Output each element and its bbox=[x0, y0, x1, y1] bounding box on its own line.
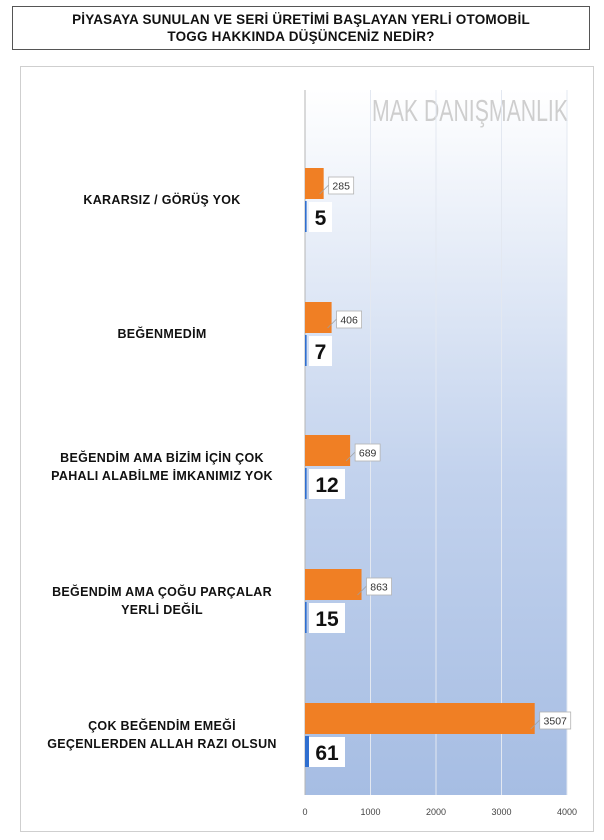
category-label: BEĞENMEDİM bbox=[28, 325, 296, 343]
data-label-box-series-2 bbox=[309, 469, 345, 499]
data-label-series-2: 61 bbox=[315, 742, 339, 765]
category-label-line: YERLİ DEĞİL bbox=[121, 603, 203, 617]
data-label-leader bbox=[357, 585, 367, 596]
data-label-series-2: 7 bbox=[315, 341, 327, 364]
data-label-box-series-2 bbox=[309, 202, 332, 232]
data-label-leader bbox=[345, 451, 356, 462]
category-label-line: PAHALI ALABİLME İMKANIMIZ YOK bbox=[51, 469, 273, 483]
data-label-series-1: 285 bbox=[332, 181, 350, 193]
data-label-box-series-2 bbox=[309, 336, 332, 366]
data-label-box-series-1 bbox=[366, 577, 392, 596]
bar-series-1 bbox=[305, 168, 324, 199]
x-tick-label: 0 bbox=[302, 807, 307, 817]
category-label-line: GEÇENLERDEN ALLAH RAZI OLSUN bbox=[47, 737, 277, 751]
title-box: PİYASAYA SUNULAN VE SERİ ÜRETİMİ BAŞLAYA… bbox=[12, 6, 590, 50]
bar-series-2 bbox=[305, 602, 307, 633]
bar-series-1 bbox=[305, 569, 362, 600]
data-label-series-1: 689 bbox=[359, 448, 377, 460]
category-label-line: BEĞENMEDİM bbox=[117, 327, 207, 341]
data-label-box-series-2 bbox=[309, 737, 345, 767]
chart-title-line-1: PİYASAYA SUNULAN VE SERİ ÜRETİMİ BAŞLAYA… bbox=[72, 12, 530, 27]
category-label-line: KARARSIZ / GÖRÜŞ YOK bbox=[83, 193, 241, 207]
category-label: KARARSIZ / GÖRÜŞ YOK bbox=[28, 191, 296, 209]
x-tick-label: 2000 bbox=[426, 807, 446, 817]
x-tick-label: 4000 bbox=[557, 807, 577, 817]
data-label-box-series-1 bbox=[539, 711, 572, 730]
bar-series-2 bbox=[305, 201, 307, 232]
data-label-box-series-1 bbox=[328, 176, 355, 195]
category-label-line: BEĞENDİM AMA BİZİM İÇİN ÇOK bbox=[60, 451, 264, 465]
data-label-box-series-1 bbox=[354, 443, 381, 462]
category-label: ÇOK BEĞENDİM EMEĞİ GEÇENLERDEN ALLAH RAZI… bbox=[28, 717, 296, 753]
data-label-box-series-1 bbox=[336, 310, 362, 329]
x-tick-label: 3000 bbox=[491, 807, 511, 817]
x-tick-label: 1000 bbox=[360, 807, 380, 817]
chart-title-line-2: TOGG HAKKINDA DÜŞÜNCENİZ NEDİR? bbox=[167, 29, 435, 44]
data-label-series-2: 12 bbox=[315, 474, 338, 497]
data-label-leader bbox=[319, 184, 329, 195]
data-label-leader bbox=[530, 719, 540, 730]
bar-series-1 bbox=[305, 302, 332, 333]
data-label-leader bbox=[327, 318, 337, 329]
bar-series-2 bbox=[305, 335, 307, 366]
data-label-series-1: 3507 bbox=[544, 716, 568, 728]
bar-series-2 bbox=[305, 468, 307, 499]
data-label-series-1: 863 bbox=[370, 582, 388, 594]
category-label: BEĞENDİM AMA BİZİM İÇİN ÇOK PAHALI ALABİL… bbox=[28, 449, 296, 485]
data-label-series-1: 406 bbox=[340, 315, 358, 327]
watermark: MAK DANIŞMANLIK bbox=[372, 93, 568, 128]
data-label-box-series-2 bbox=[309, 603, 345, 633]
category-label: BEĞENDİM AMA ÇOĞU PARÇALAR YERLİ DEĞİL bbox=[28, 583, 296, 619]
bar-series-1 bbox=[305, 703, 535, 734]
category-label-line: BEĞENDİM AMA ÇOĞU PARÇALAR bbox=[52, 585, 272, 599]
data-label-series-2: 5 bbox=[315, 207, 327, 230]
bar-series-2 bbox=[305, 736, 309, 767]
bar-series-1 bbox=[305, 435, 351, 466]
data-label-series-2: 15 bbox=[315, 608, 339, 631]
category-label-line: ÇOK BEĞENDİM EMEĞİ bbox=[88, 719, 236, 733]
